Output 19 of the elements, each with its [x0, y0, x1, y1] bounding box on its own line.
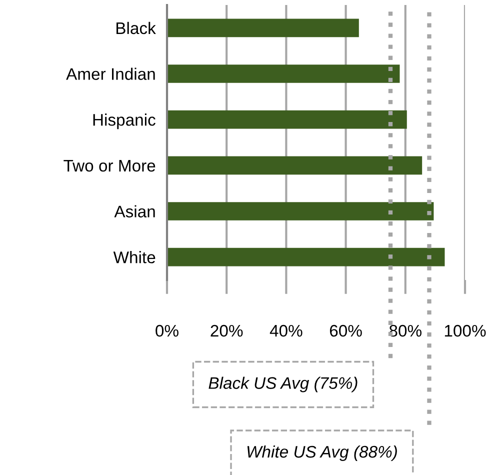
bar — [167, 110, 407, 129]
bar — [167, 156, 422, 175]
ref-line-label: White US Avg (88%) — [247, 445, 397, 462]
y-tick-label: Black — [116, 22, 156, 34]
y-tick-label: Two or More — [64, 160, 156, 172]
y-tick-label: Hispanic — [93, 114, 156, 130]
x-tick-label: 60% — [330, 324, 362, 337]
x-tick-label: 20% — [210, 324, 243, 337]
bar — [167, 64, 400, 83]
x-tick-label: 40% — [270, 324, 302, 337]
y-tick-label: Asian — [114, 205, 155, 218]
bar — [167, 248, 445, 266]
x-tick-label: 100% — [444, 324, 486, 337]
ref-line-label: Black US Avg (75%) — [208, 376, 358, 392]
y-tick-label: Amer Indian — [66, 68, 155, 80]
bar — [167, 18, 359, 38]
x-tick-label: 0% — [156, 324, 178, 337]
y-tick-label: White — [113, 251, 156, 264]
bar — [167, 202, 434, 220]
